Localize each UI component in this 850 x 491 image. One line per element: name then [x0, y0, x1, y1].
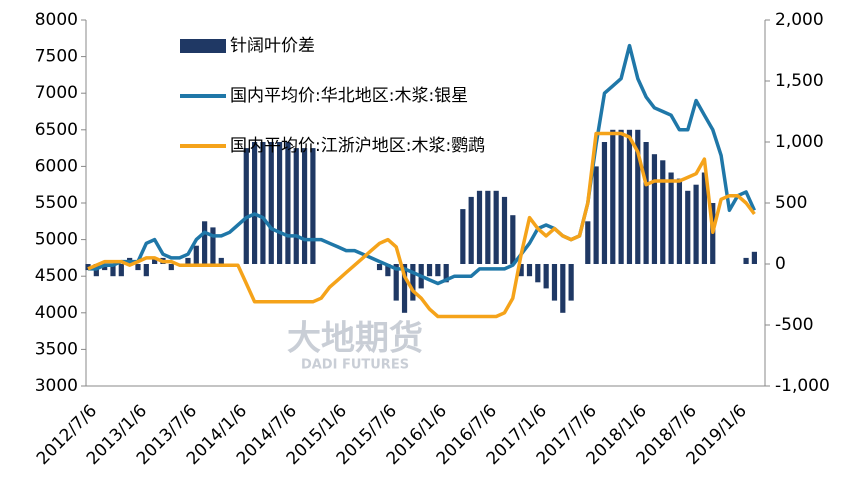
bar — [676, 178, 683, 264]
y-tick-label: 8000 — [35, 10, 78, 30]
bar — [560, 264, 566, 313]
bar — [685, 190, 691, 264]
bar — [493, 190, 499, 264]
bar — [568, 264, 574, 301]
bar — [310, 148, 316, 264]
bar — [301, 148, 308, 264]
bar — [401, 264, 408, 313]
bar — [468, 196, 474, 264]
bar — [701, 172, 708, 264]
y2-tick-label: 2,000 — [775, 10, 824, 30]
bar — [376, 264, 383, 271]
bar — [243, 148, 249, 264]
y-tick-label: 7500 — [35, 47, 78, 67]
bar — [202, 221, 208, 264]
bar — [260, 142, 266, 264]
bar — [635, 129, 641, 264]
bar — [410, 264, 416, 301]
y2-tick-label: -500 — [775, 315, 814, 335]
y2-tick-label: 1,000 — [775, 132, 824, 152]
bar — [660, 160, 666, 264]
bar — [476, 190, 483, 264]
legend-label: 国内平均价:华北地区:木浆:银星 — [230, 86, 468, 106]
bar — [135, 264, 141, 271]
bar — [693, 184, 699, 264]
bar — [610, 129, 616, 264]
bar — [751, 251, 757, 264]
bar — [668, 172, 674, 264]
y-tick-label: 4500 — [35, 266, 78, 286]
bar — [143, 264, 149, 277]
bar — [626, 129, 633, 264]
bar — [385, 264, 391, 277]
bar — [643, 142, 649, 264]
y-tick-label: 7000 — [35, 83, 78, 103]
bar — [526, 264, 533, 277]
bar — [510, 215, 516, 264]
y-tick-label: 3000 — [35, 376, 78, 396]
bar — [518, 264, 524, 277]
line — [88, 43, 756, 286]
legend-label: 针阔叶价差 — [230, 36, 315, 56]
y-tick-label: 6000 — [35, 156, 78, 176]
bar — [551, 264, 558, 301]
bar — [601, 142, 608, 264]
bar — [110, 264, 116, 277]
bar — [168, 264, 174, 271]
bar — [393, 264, 399, 301]
bar — [210, 227, 216, 264]
bar — [218, 257, 224, 264]
bar — [118, 264, 124, 277]
y-tick-label: 6500 — [35, 120, 78, 140]
bar — [293, 148, 299, 264]
bar — [460, 209, 466, 264]
bar — [435, 264, 441, 277]
line — [87, 131, 756, 319]
watermark: 大地期货 — [287, 319, 423, 359]
y-tick-label: 5500 — [35, 193, 78, 213]
y2-tick-label: 500 — [775, 193, 807, 213]
y-tick-label: 4000 — [35, 303, 78, 323]
bar — [743, 257, 749, 264]
bar — [252, 142, 258, 264]
bar — [535, 264, 541, 283]
legend-swatch — [180, 39, 226, 53]
bar — [185, 257, 191, 264]
y-tick-label: 3500 — [35, 339, 78, 359]
y2-tick-label: 1,500 — [775, 71, 824, 91]
bar — [543, 264, 549, 289]
y2-tick-label: -1,000 — [775, 376, 830, 396]
bar — [152, 257, 158, 264]
bar — [426, 264, 433, 277]
bar — [651, 154, 658, 264]
bar — [501, 196, 508, 264]
y-tick-label: 5000 — [35, 230, 78, 250]
bar — [193, 245, 199, 264]
watermark-sub: DADI FUTURES — [301, 358, 409, 373]
bar — [593, 166, 599, 264]
legend-label: 国内平均价:江浙沪地区:木浆:鹦鹉 — [230, 136, 485, 156]
bar — [618, 129, 624, 264]
bar — [268, 142, 274, 264]
bar — [585, 221, 591, 264]
bar — [276, 142, 283, 264]
bar — [285, 142, 291, 264]
y2-tick-label: 0 — [775, 254, 786, 274]
bar — [485, 190, 491, 264]
bar — [443, 264, 449, 283]
